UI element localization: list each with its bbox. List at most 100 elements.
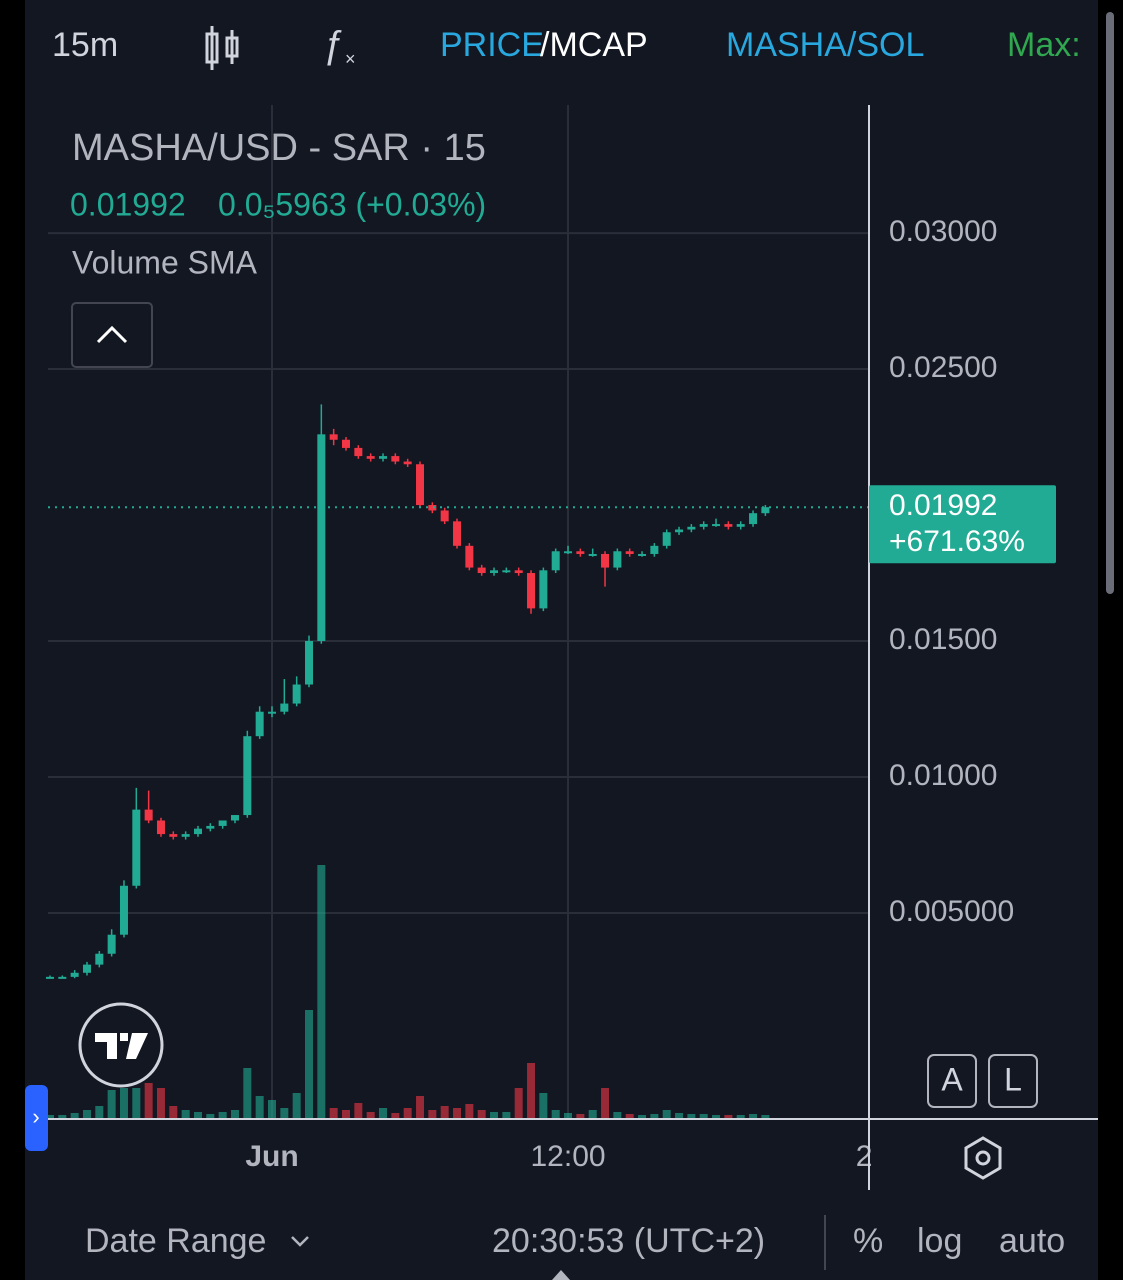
candle-body — [119, 885, 128, 935]
volume-bar — [601, 1088, 610, 1118]
tradingview-logo[interactable] — [78, 1002, 164, 1088]
volume-bar — [490, 1112, 499, 1118]
candle-body — [588, 553, 597, 556]
candle-body — [601, 553, 610, 568]
candle-body — [82, 964, 91, 973]
footer-pointer — [552, 1270, 570, 1280]
auto-scale-button[interactable] — [927, 1054, 977, 1108]
candle-body — [95, 953, 104, 965]
volume-bar — [317, 865, 326, 1118]
volume-bar — [379, 1108, 388, 1118]
candle-body — [453, 521, 462, 546]
candle-body — [564, 551, 573, 554]
date-range-button[interactable]: Date Range — [85, 1222, 266, 1260]
candle-body — [650, 545, 659, 554]
candle-type-icon[interactable] — [205, 26, 239, 70]
volume-bar — [749, 1114, 758, 1118]
volume-bar — [280, 1108, 289, 1118]
candle-body — [317, 434, 326, 642]
pair-toggle[interactable]: MASHA/SOL — [726, 26, 924, 64]
interval-button[interactable]: 15m — [52, 26, 118, 64]
volume-bar — [255, 1096, 264, 1118]
volume-bar — [144, 1083, 153, 1118]
volume-bar — [662, 1110, 671, 1118]
volume-bar — [416, 1096, 425, 1118]
settings-icon[interactable] — [964, 1136, 1002, 1180]
percent-button[interactable]: % — [853, 1222, 883, 1260]
mcap-toggle[interactable]: /MCAP — [540, 26, 648, 64]
auto-scale-label: A — [941, 1061, 963, 1097]
candle-body — [132, 809, 141, 886]
volume-bar — [132, 1088, 141, 1118]
price-toggle[interactable]: PRICE — [440, 26, 544, 64]
volume-bar — [761, 1115, 770, 1118]
volume-bar — [193, 1112, 202, 1118]
volume-bar — [206, 1114, 215, 1118]
candle-body — [675, 529, 684, 533]
candle-body — [736, 524, 745, 527]
candle-body — [45, 976, 54, 979]
candle-body — [193, 828, 202, 835]
volume-bar — [70, 1113, 79, 1118]
candle-body — [551, 551, 560, 571]
indicator-label: Volume SMA — [72, 244, 258, 280]
candle-body — [280, 703, 289, 712]
candle-body — [255, 711, 264, 737]
volume-bar — [95, 1106, 104, 1118]
candle-body — [218, 820, 227, 826]
y-tick-label: 0.01000 — [889, 759, 997, 792]
candle-body — [539, 570, 548, 609]
volume-bar — [576, 1114, 585, 1118]
volume-bar — [539, 1093, 548, 1118]
price-label: 0.01992 — [889, 489, 997, 522]
candle-body — [169, 834, 178, 837]
log-button[interactable]: log — [917, 1222, 962, 1260]
logo-mark — [95, 1033, 148, 1059]
volume-bar — [675, 1113, 684, 1118]
candle-body — [58, 976, 67, 979]
volume-bar — [119, 1088, 128, 1118]
volume-bar — [243, 1068, 252, 1118]
max-button[interactable]: Max: — [1007, 26, 1081, 64]
volume-bar — [551, 1110, 560, 1118]
side-panel-tab[interactable] — [25, 1085, 48, 1151]
candle-body — [304, 641, 313, 685]
volume-bar — [304, 1010, 313, 1118]
volume-bar — [45, 1115, 54, 1118]
volume-bar — [391, 1113, 400, 1118]
volume-bar — [366, 1112, 375, 1118]
volume-bar — [169, 1106, 178, 1118]
log-scale-label: L — [1004, 1061, 1022, 1097]
y-tick-label: 0.03000 — [889, 215, 997, 248]
volume-bar — [736, 1115, 745, 1118]
candle-body — [527, 573, 536, 609]
candle-body — [428, 505, 437, 511]
volume-bar — [588, 1110, 597, 1118]
collapse-button[interactable] — [71, 302, 153, 368]
volume-bar — [156, 1088, 165, 1118]
volume-bar — [82, 1110, 91, 1118]
volume-bar — [699, 1114, 708, 1118]
candle-body — [625, 551, 634, 554]
y-tick-label: 0.02500 — [889, 351, 997, 384]
candle-body — [749, 513, 758, 525]
volume-bar — [342, 1110, 351, 1118]
auto-button[interactable]: auto — [999, 1222, 1065, 1260]
candle-body — [403, 461, 412, 465]
candle-body — [144, 809, 153, 821]
y-tick-label: 0.01500 — [889, 623, 997, 656]
volume-bar — [58, 1115, 67, 1118]
volume-bar — [107, 1090, 116, 1118]
candle-body — [576, 551, 585, 554]
candle-body — [230, 815, 239, 821]
volume-bar — [650, 1114, 659, 1118]
candle-body — [379, 456, 388, 459]
volume-bar — [218, 1112, 227, 1118]
indicators-icon[interactable]: ƒ — [322, 24, 343, 67]
volume-bar — [687, 1114, 696, 1118]
legend-change: 0.0₅5963 (+0.03%) — [218, 186, 486, 222]
candle-body — [465, 545, 474, 568]
volume-bar — [181, 1110, 190, 1118]
candle-body — [206, 825, 215, 829]
log-scale-button[interactable] — [988, 1054, 1038, 1108]
